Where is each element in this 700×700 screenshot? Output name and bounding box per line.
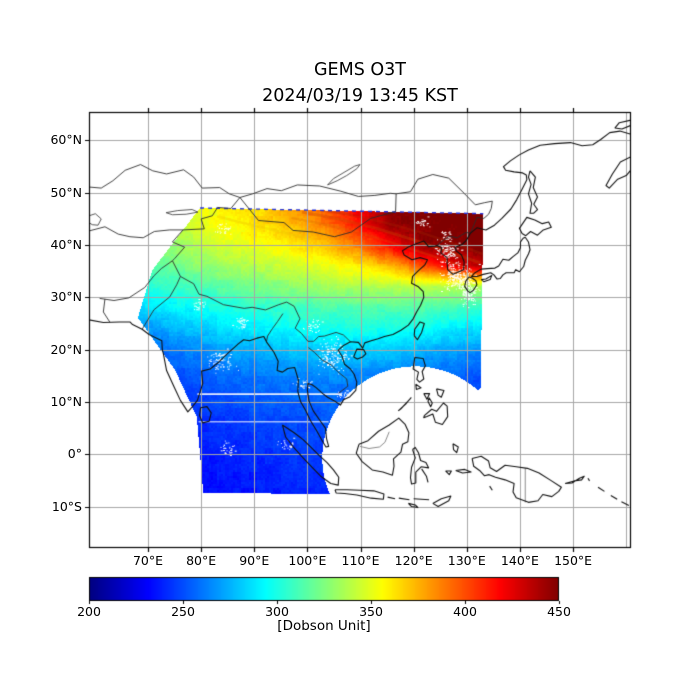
x-tick-label: 140°E (500, 553, 539, 568)
y-tick-label: 60°N (50, 132, 82, 148)
colorbar-tick-label: 450 (547, 604, 571, 619)
chart-title: GEMS O3T (314, 60, 406, 80)
chart-subtitle: 2024/03/19 13:45 KST (262, 86, 458, 106)
colorbar-tick-label: 350 (359, 604, 383, 619)
y-tick-label: 20°N (50, 341, 82, 357)
x-tick-label: 100°E (288, 553, 327, 568)
x-tick-label: 130°E (447, 553, 486, 568)
y-tick-label: 0° (67, 446, 82, 462)
y-tick-label: 40°N (50, 237, 82, 253)
y-tick-label: 50°N (50, 184, 82, 200)
colorbar-unit-label: [Dobson Unit] (277, 618, 371, 634)
y-tick-label: 10°N (50, 393, 82, 409)
colorbar-tick-label: 250 (171, 604, 195, 619)
y-tick-label: 30°N (50, 289, 82, 305)
x-tick-label: 80°E (186, 553, 217, 568)
x-tick-label: 150°E (554, 553, 593, 568)
colorbar-tick-label: 200 (77, 604, 101, 619)
x-tick-label: 90°E (239, 553, 270, 568)
colorbar-tick-label: 400 (453, 604, 477, 619)
x-tick-label: 120°E (394, 553, 433, 568)
y-tick-label: 10°S (51, 498, 82, 514)
x-tick-label: 70°E (132, 553, 163, 568)
title-block: GEMS O3T 2024/03/19 13:45 KST (20, 57, 700, 109)
x-tick-label: 110°E (341, 553, 380, 568)
colorbar-tick-label: 300 (265, 604, 289, 619)
